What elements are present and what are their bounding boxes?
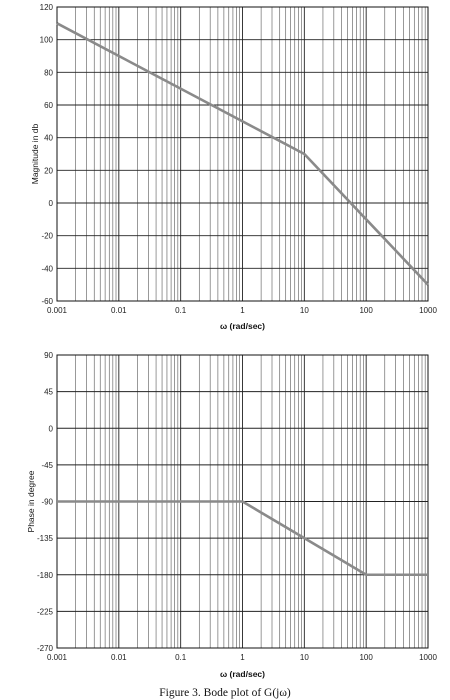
- y-tick-label: 40: [44, 134, 53, 143]
- y-tick-label: -180: [37, 571, 54, 580]
- y-tick-label: 90: [44, 351, 53, 360]
- y-tick-label: -40: [41, 264, 53, 273]
- y-tick-label: -90: [41, 498, 53, 507]
- magnitude-plot: 120 100 80 60 40 20 0 -20 -40 -600.001 0.01 0.1 1 10 1…: [30, 3, 437, 331]
- figure-caption: Figure 3. Bode plot of G(jω): [159, 687, 291, 699]
- y-tick-label: 60: [44, 101, 53, 110]
- x-tick-label: 0.1: [175, 306, 187, 315]
- x-tick-label: 1: [240, 306, 245, 315]
- x-tick-label: 0.001: [47, 306, 68, 315]
- x-axis-label: ω (rad/sec): [220, 321, 265, 331]
- y-tick-label: 120: [40, 3, 54, 12]
- y-tick-label: 80: [44, 68, 53, 77]
- y-tick-label: 45: [44, 388, 53, 397]
- x-tick-label: 0.01: [111, 306, 127, 315]
- y-tick-label: -60: [41, 297, 53, 306]
- y-tick-label: -45: [41, 461, 53, 470]
- x-tick-label: 0.01: [111, 653, 127, 662]
- phase-curve: [57, 500, 428, 577]
- y-tick-label: -20: [41, 232, 53, 241]
- plot-frame: [56, 6, 429, 302]
- x-tick-label: 100: [359, 653, 373, 662]
- y-axis-label: Phase in degree: [26, 470, 36, 532]
- x-tick-label: 1000: [419, 306, 437, 315]
- magnitude-curve: [56, 22, 429, 286]
- y-tick-label: -225: [37, 607, 54, 616]
- y-tick-label: -270: [37, 644, 54, 653]
- y-tick-label: 0: [49, 199, 54, 208]
- x-tick-label: 1000: [419, 653, 437, 662]
- x-axis-label: ω (rad/sec): [220, 669, 265, 679]
- x-tick-label: 0.001: [47, 653, 68, 662]
- y-axis-label: Magnitude in db: [30, 123, 40, 184]
- x-tick-label: 1: [240, 653, 245, 662]
- y-tick-label: 0: [49, 424, 54, 433]
- y-tick-label: 100: [40, 36, 54, 45]
- x-tick-label: 0.1: [175, 653, 187, 662]
- y-tick-label: 20: [44, 166, 53, 175]
- x-tick-label: 10: [300, 306, 309, 315]
- x-tick-label: 10: [300, 653, 309, 662]
- x-tick-label: 100: [359, 306, 373, 315]
- y-tick-label: -135: [37, 534, 54, 543]
